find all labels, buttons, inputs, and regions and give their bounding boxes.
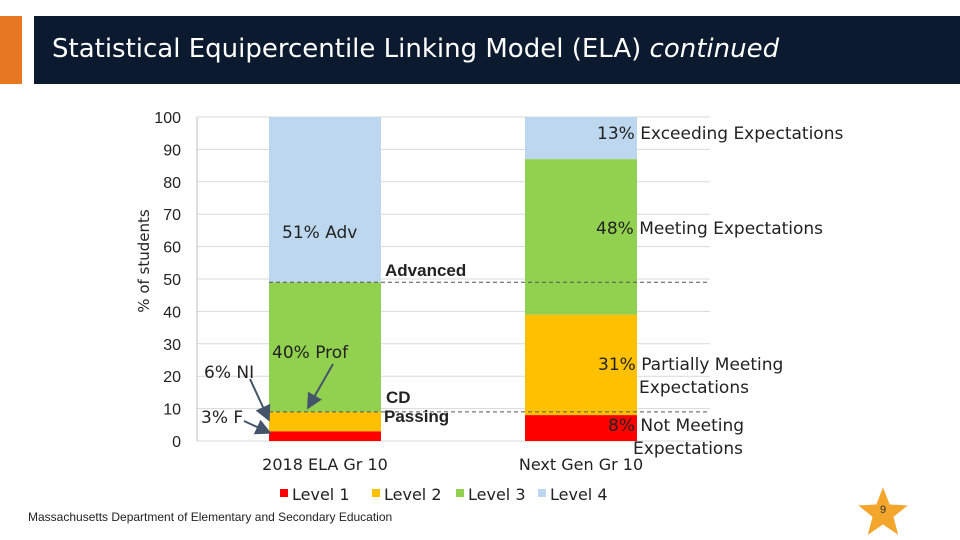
y-tick-label: 100 — [154, 110, 181, 127]
legend-swatch — [456, 489, 464, 497]
arrow-prof — [307, 363, 334, 410]
y-tick-label: 40 — [163, 304, 181, 321]
legend-label: Level 1 — [292, 485, 350, 504]
annotation-notmeeting-line2: Expectations — [633, 439, 743, 459]
star-icon — [855, 484, 911, 538]
footer-text: Massachusetts Department of Elementary a… — [28, 510, 393, 524]
bar-segment — [525, 314, 637, 416]
y-tick-label: 80 — [163, 175, 181, 192]
y-tick-label: 50 — [163, 272, 181, 289]
title-main: Statistical Equipercentile Linking Model… — [52, 34, 650, 64]
cut-label-cd: CD — [386, 388, 411, 407]
x-tick-label: Next Gen Gr 10 — [519, 455, 643, 474]
legend-label: Level 2 — [384, 485, 442, 504]
x-tick-label: 2018 ELA Gr 10 — [262, 455, 388, 474]
accent-bar — [0, 16, 22, 84]
y-tick-label: 10 — [163, 402, 181, 419]
y-tick-label: 20 — [163, 369, 181, 386]
legend-label: Level 4 — [550, 485, 608, 504]
bar-segment — [269, 117, 381, 283]
annotation-adv: 51% Adv — [282, 223, 357, 243]
bar-segment — [525, 159, 637, 315]
legend-swatch — [280, 489, 288, 497]
annotation-prof: 40% Prof — [272, 343, 349, 363]
y-tick-label: 70 — [163, 207, 181, 224]
bar-segment — [525, 117, 637, 160]
y-tick-label: 60 — [163, 240, 181, 257]
page-number: 9 — [879, 504, 887, 516]
slide-title: Statistical Equipercentile Linking Model… — [52, 34, 779, 64]
legend-swatch — [372, 489, 380, 497]
legend-swatch — [538, 489, 546, 497]
arrow-ni — [249, 378, 271, 422]
bar-segment — [525, 415, 637, 441]
cut-label-advanced: Advanced — [385, 261, 466, 280]
annotation-meeting: 48% Meeting Expectations — [596, 219, 823, 239]
y-axis-label: % of students — [135, 209, 153, 313]
annotation-exceeding: 13% Exceeding Expectations — [597, 124, 843, 144]
cut-label-passing: Passing — [384, 407, 449, 426]
bar-segment — [269, 282, 381, 412]
y-tick-label: 30 — [163, 337, 181, 354]
annotation-ni: 6% NI — [204, 363, 254, 383]
arrow-f — [243, 419, 272, 435]
annotation-notmeeting-line1: 8% Not Meeting — [608, 416, 744, 436]
legend-label: Level 3 — [468, 485, 526, 504]
y-tick-label: 0 — [172, 434, 181, 451]
annotation-f: 3% F — [201, 408, 243, 428]
bar-segment — [269, 431, 381, 441]
title-bar: Statistical Equipercentile Linking Model… — [34, 16, 960, 84]
bar-segment — [269, 411, 381, 432]
annotation-partially-line2: Expectations — [639, 378, 749, 398]
y-tick-label: 90 — [163, 142, 181, 159]
annotation-partially-line1: 31% Partially Meeting — [598, 355, 783, 375]
title-emphasis: continued — [649, 34, 780, 64]
